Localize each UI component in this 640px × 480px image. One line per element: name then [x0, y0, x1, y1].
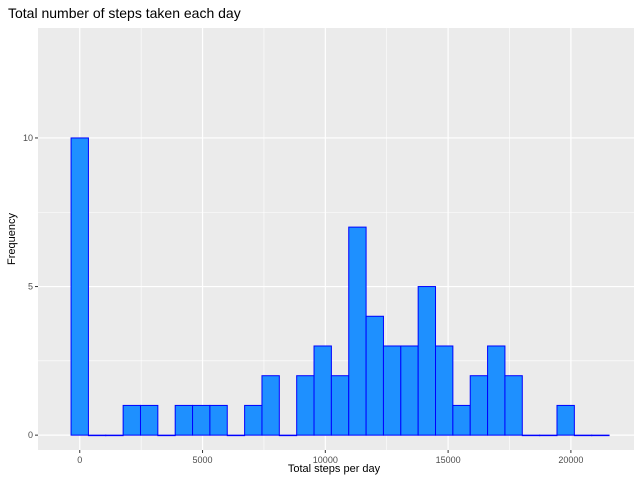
x-axis-title: Total steps per day	[288, 463, 381, 475]
histogram-bars	[70, 137, 610, 437]
histogram-bar	[157, 434, 176, 437]
histogram-bar	[452, 404, 471, 436]
histogram-bar	[174, 404, 194, 436]
histogram-bar	[226, 434, 246, 437]
y-axis-ticks: 0 5 10	[23, 133, 38, 440]
histogram-bar	[539, 434, 558, 437]
histogram-bar	[469, 375, 489, 436]
histogram-bar	[348, 226, 367, 436]
histogram-bar	[261, 375, 280, 436]
histogram-bar	[504, 375, 523, 436]
histogram-bar	[278, 434, 298, 437]
x-tick-label: 20000	[558, 455, 583, 465]
histogram-bar	[122, 404, 141, 436]
histogram-bar	[487, 345, 506, 436]
x-tick-label: 0	[77, 455, 82, 465]
histogram-bar	[192, 404, 211, 436]
minor-gridlines	[38, 28, 634, 450]
histogram-bar	[400, 345, 419, 436]
histogram-bar	[591, 434, 610, 437]
histogram-bar	[435, 345, 454, 436]
histogram-bar	[365, 315, 384, 436]
y-tick-label: 0	[28, 430, 33, 440]
x-tick-label: 10000	[313, 455, 338, 465]
histogram-bar	[70, 137, 89, 436]
histogram-bar	[296, 375, 315, 436]
x-axis-ticks: 0 5000 10000 15000 20000	[77, 450, 583, 465]
y-tick-label: 10	[23, 133, 33, 143]
histogram-bar	[521, 434, 541, 437]
histogram-bar	[313, 345, 332, 436]
chart-title: Total number of steps taken each day	[8, 5, 241, 21]
histogram-bar	[417, 286, 437, 436]
histogram-bar	[382, 345, 402, 436]
x-tick-label: 15000	[436, 455, 461, 465]
histogram-bar	[105, 434, 124, 437]
histogram-bar	[209, 404, 228, 436]
histogram-bar	[139, 404, 159, 436]
y-tick-label: 5	[28, 282, 33, 292]
y-axis-title: Frequency	[6, 213, 18, 265]
x-tick-label: 5000	[193, 455, 213, 465]
histogram-bar	[244, 404, 263, 436]
histogram-bar	[87, 434, 107, 437]
histogram-bar	[556, 404, 575, 436]
histogram-bar	[573, 434, 593, 437]
histogram-bar	[330, 375, 350, 436]
